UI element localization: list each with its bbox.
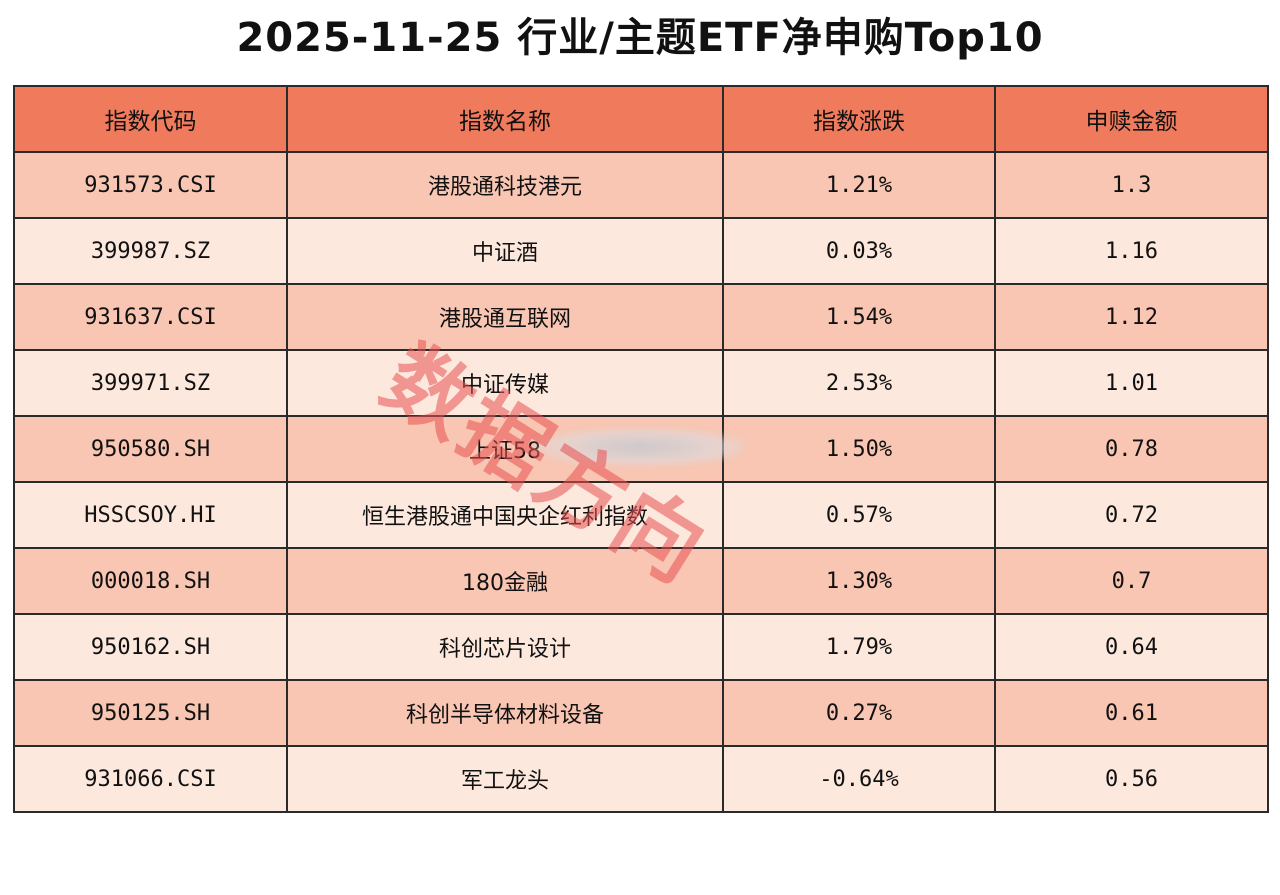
table-row: 931066.CSI 军工龙头 -0.64% 0.56 (13, 745, 1269, 813)
cell-index-change: 0.03% (722, 217, 996, 285)
cell-index-code: 950125.SH (13, 679, 288, 747)
cell-index-change: 2.53% (722, 349, 996, 417)
cell-index-code: HSSCSOY.HI (13, 481, 288, 549)
cell-index-name: 科创半导体材料设备 (286, 679, 724, 747)
table-row: 950162.SH 科创芯片设计 1.79% 0.64 (13, 613, 1269, 681)
cell-subscription-amount: 0.72 (994, 481, 1269, 549)
header-index-change: 指数涨跌 (722, 85, 996, 153)
cell-index-change: -0.64% (722, 745, 996, 813)
table-header-row: 指数代码 指数名称 指数涨跌 申赎金额 (13, 85, 1269, 153)
cell-index-name: 恒生港股通中国央企红利指数 (286, 481, 724, 549)
cell-subscription-amount: 0.56 (994, 745, 1269, 813)
cell-subscription-amount: 0.7 (994, 547, 1269, 615)
cell-index-code: 931573.CSI (13, 151, 288, 219)
cell-index-name: 港股通科技港元 (286, 151, 724, 219)
header-index-name: 指数名称 (286, 85, 724, 153)
table-row: HSSCSOY.HI 恒生港股通中国央企红利指数 0.57% 0.72 (13, 481, 1269, 549)
table-body: 931573.CSI 港股通科技港元 1.21% 1.3 399987.SZ 中证酒 0.0… (13, 151, 1269, 813)
table-row: 950580.SH 上证58 1.50% 0.78 (13, 415, 1269, 483)
cell-index-code: 399971.SZ (13, 349, 288, 417)
header-subscription-amount: 申赎金额 (994, 85, 1269, 153)
cell-index-change: 1.30% (722, 547, 996, 615)
table-row: 000018.SH 180金融 1.30% 0.7 (13, 547, 1269, 615)
cell-index-code: 931637.CSI (13, 283, 288, 351)
table-row: 399971.SZ 中证传媒 2.53% 1.01 (13, 349, 1269, 417)
cell-index-change: 1.21% (722, 151, 996, 219)
cell-index-name: 180金融 (286, 547, 724, 615)
header-index-code: 指数代码 (13, 85, 288, 153)
cell-index-code: 000018.SH (13, 547, 288, 615)
table-row: 950125.SH 科创半导体材料设备 0.27% 0.61 (13, 679, 1269, 747)
chart-title: 2025-11-25 行业/主题ETF净申购Top10 (236, 15, 1044, 61)
cell-subscription-amount: 1.3 (994, 151, 1269, 219)
cell-index-name: 港股通互联网 (286, 283, 724, 351)
cell-index-change: 0.27% (722, 679, 996, 747)
table-row: 931637.CSI 港股通互联网 1.54% 1.12 (13, 283, 1269, 351)
cell-index-change: 1.50% (722, 415, 996, 483)
cell-index-code: 950162.SH (13, 613, 288, 681)
table-row: 931573.CSI 港股通科技港元 1.21% 1.3 (13, 151, 1269, 219)
cell-subscription-amount: 1.01 (994, 349, 1269, 417)
cell-subscription-amount: 0.78 (994, 415, 1269, 483)
cell-index-name: 科创芯片设计 (286, 613, 724, 681)
cell-index-change: 1.79% (722, 613, 996, 681)
cell-index-code: 931066.CSI (13, 745, 288, 813)
etf-table: 指数代码 指数名称 指数涨跌 申赎金额 931573.CSI 港股通科技港元 1.2… (13, 85, 1269, 813)
cell-index-code: 950580.SH (13, 415, 288, 483)
cell-index-name: 上证58 (286, 415, 724, 483)
cell-subscription-amount: 0.61 (994, 679, 1269, 747)
table-row: 399987.SZ 中证酒 0.03% 1.16 (13, 217, 1269, 285)
cell-index-name: 军工龙头 (286, 745, 724, 813)
cell-index-code: 399987.SZ (13, 217, 288, 285)
cell-index-change: 1.54% (722, 283, 996, 351)
cell-subscription-amount: 1.16 (994, 217, 1269, 285)
cell-subscription-amount: 0.64 (994, 613, 1269, 681)
cell-index-change: 0.57% (722, 481, 996, 549)
cell-subscription-amount: 1.12 (994, 283, 1269, 351)
cell-index-name: 中证酒 (286, 217, 724, 285)
cell-index-name: 中证传媒 (286, 349, 724, 417)
